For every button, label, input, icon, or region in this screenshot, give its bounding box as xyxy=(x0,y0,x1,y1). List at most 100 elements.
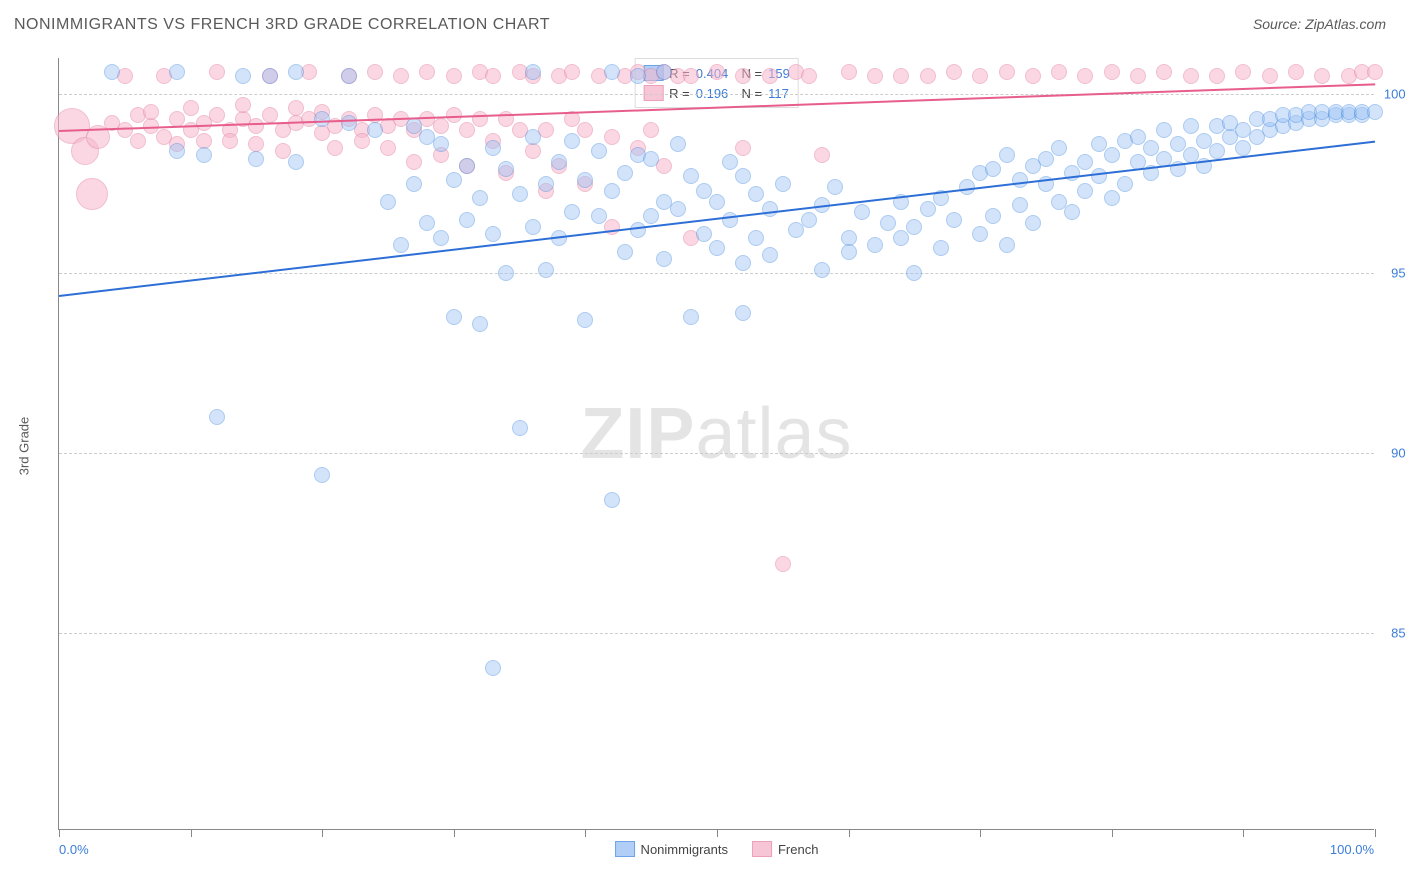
data-point xyxy=(314,467,330,483)
data-point xyxy=(525,129,541,145)
data-point xyxy=(367,64,383,80)
data-point xyxy=(235,97,251,113)
x-tick xyxy=(1375,829,1376,837)
x-tick xyxy=(59,829,60,837)
data-point xyxy=(262,107,278,123)
data-point xyxy=(433,230,449,246)
data-point xyxy=(906,219,922,235)
data-point xyxy=(670,136,686,152)
data-point xyxy=(643,208,659,224)
gridline xyxy=(59,94,1374,95)
data-point xyxy=(235,68,251,84)
source-label: Source: ZipAtlas.com xyxy=(1253,16,1386,32)
data-point xyxy=(169,143,185,159)
x-tick xyxy=(1112,829,1113,837)
data-point xyxy=(446,309,462,325)
data-point xyxy=(564,133,580,149)
data-point xyxy=(1051,140,1067,156)
legend-swatch-french xyxy=(752,841,772,857)
x-tick xyxy=(191,829,192,837)
data-point xyxy=(1077,68,1093,84)
data-point xyxy=(999,147,1015,163)
data-point xyxy=(551,154,567,170)
data-point xyxy=(1025,68,1041,84)
data-point xyxy=(985,161,1001,177)
data-point xyxy=(709,64,725,80)
data-point xyxy=(327,140,343,156)
data-point xyxy=(604,64,620,80)
data-point xyxy=(459,158,475,174)
data-point xyxy=(630,68,646,84)
data-point xyxy=(1012,197,1028,213)
data-point xyxy=(788,222,804,238)
watermark: ZIPatlas xyxy=(580,393,852,475)
data-point xyxy=(1077,183,1093,199)
data-point xyxy=(498,161,514,177)
data-point xyxy=(472,111,488,127)
data-point xyxy=(946,64,962,80)
x-tick xyxy=(980,829,981,837)
data-point xyxy=(76,178,108,210)
data-point xyxy=(512,420,528,436)
data-point xyxy=(512,186,528,202)
data-point xyxy=(696,226,712,242)
data-point xyxy=(1130,68,1146,84)
data-point xyxy=(538,262,554,278)
data-point xyxy=(617,165,633,181)
chart-title: NONIMMIGRANTS VS FRENCH 3RD GRADE CORREL… xyxy=(14,16,550,34)
x-axis-min-label: 0.0% xyxy=(59,842,89,857)
data-point xyxy=(1367,64,1383,80)
data-point xyxy=(446,68,462,84)
data-point xyxy=(735,140,751,156)
data-point xyxy=(393,237,409,253)
data-point xyxy=(906,265,922,281)
data-point xyxy=(775,556,791,572)
legend-item-french: French xyxy=(752,841,818,857)
data-point xyxy=(801,68,817,84)
data-point xyxy=(577,122,593,138)
data-point xyxy=(893,230,909,246)
data-point xyxy=(604,129,620,145)
data-point xyxy=(683,168,699,184)
data-point xyxy=(1104,190,1120,206)
data-point xyxy=(209,107,225,123)
x-tick xyxy=(1243,829,1244,837)
data-point xyxy=(446,172,462,188)
data-point xyxy=(735,168,751,184)
data-point xyxy=(683,309,699,325)
data-point xyxy=(222,133,238,149)
data-point xyxy=(143,104,159,120)
data-point xyxy=(1367,104,1383,120)
data-point xyxy=(709,240,725,256)
chart-area: ZIPatlas R = 0.404 N = 159 R = 0.196 N =… xyxy=(58,58,1374,830)
data-point xyxy=(999,237,1015,253)
data-point xyxy=(1183,68,1199,84)
data-point xyxy=(525,64,541,80)
data-point xyxy=(735,68,751,84)
data-point xyxy=(656,64,672,80)
y-axis-title: 3rd Grade xyxy=(17,417,32,476)
legend-swatch-nonimmigrants xyxy=(615,841,635,857)
data-point xyxy=(472,190,488,206)
data-point xyxy=(735,255,751,271)
data-point xyxy=(643,151,659,167)
gridline xyxy=(59,633,1374,634)
data-point xyxy=(841,64,857,80)
data-point xyxy=(380,140,396,156)
data-point xyxy=(814,147,830,163)
data-point xyxy=(406,176,422,192)
data-point xyxy=(525,143,541,159)
data-point xyxy=(354,133,370,149)
data-point xyxy=(248,151,264,167)
watermark-prefix: ZIP xyxy=(580,394,695,474)
data-point xyxy=(406,154,422,170)
data-point xyxy=(643,122,659,138)
data-point xyxy=(591,143,607,159)
data-point xyxy=(498,265,514,281)
data-point xyxy=(1025,215,1041,231)
data-point xyxy=(933,240,949,256)
data-point xyxy=(867,68,883,84)
data-point xyxy=(485,226,501,242)
watermark-suffix: atlas xyxy=(695,394,852,474)
data-point xyxy=(1235,64,1251,80)
